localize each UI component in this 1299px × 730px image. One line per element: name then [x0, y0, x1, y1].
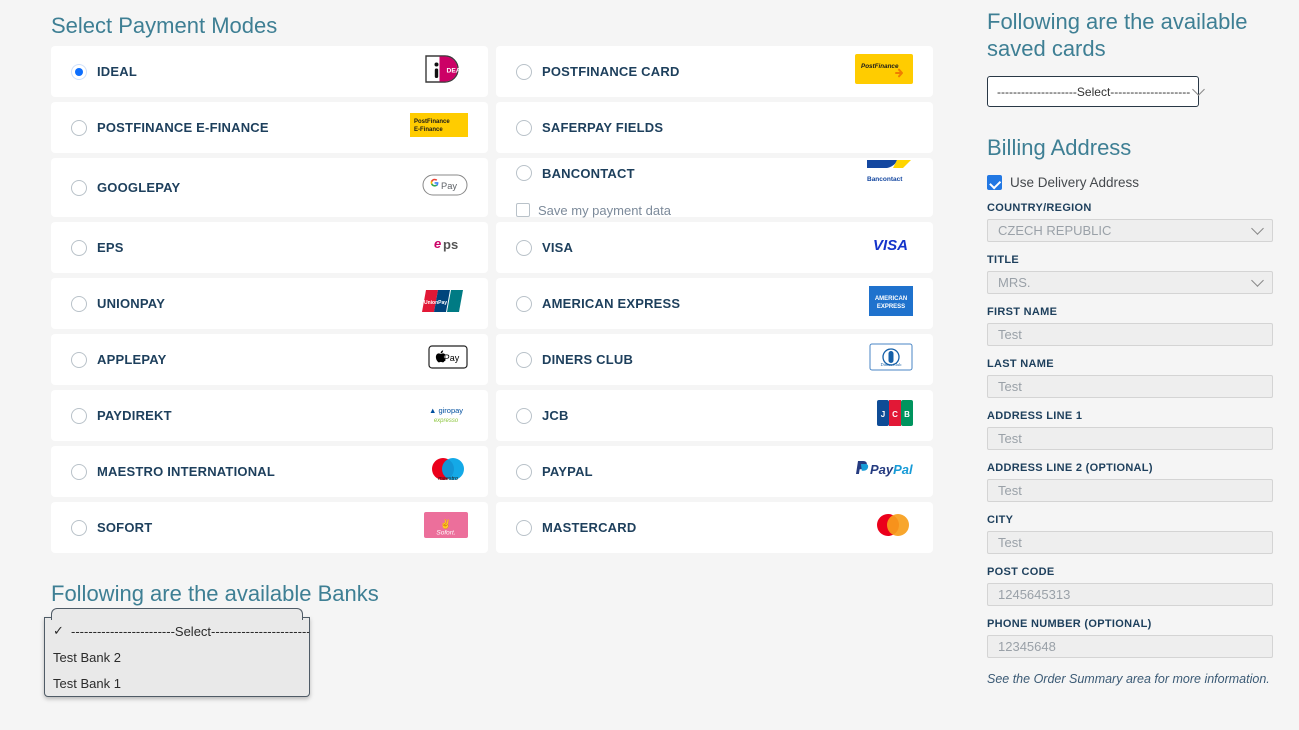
svg-text:PostFinance: PostFinance — [861, 63, 899, 70]
svg-text:Diners Club: Diners Club — [881, 362, 902, 367]
svg-text:maestro: maestro — [438, 476, 458, 481]
svg-text:PostFinance: PostFinance — [414, 119, 450, 125]
svg-text:E-Finance: E-Finance — [414, 127, 443, 133]
svg-text:UnionPay: UnionPay — [424, 300, 447, 306]
svg-text:PayPal: PayPal — [870, 462, 913, 477]
svg-text:ps: ps — [443, 237, 458, 252]
svg-text:DEAL: DEAL — [447, 68, 465, 75]
svg-text:AMERICAN: AMERICAN — [875, 296, 907, 302]
svg-text:e: e — [434, 236, 441, 251]
svg-text:▲ giropay: ▲ giropay — [429, 406, 463, 415]
svg-text:B: B — [904, 410, 910, 419]
svg-text:Pay: Pay — [441, 181, 457, 191]
svg-text:Sofort.: Sofort. — [436, 530, 455, 537]
svg-text:Bancontact: Bancontact — [867, 176, 903, 183]
svg-text:VISA: VISA — [873, 237, 908, 253]
svg-text:EXPRESS: EXPRESS — [877, 304, 905, 310]
svg-text:✌: ✌ — [440, 518, 451, 530]
svg-text:J: J — [881, 410, 885, 419]
svg-text:expresso: expresso — [434, 418, 459, 424]
svg-text:Pay: Pay — [444, 353, 460, 363]
svg-text:C: C — [892, 410, 898, 419]
